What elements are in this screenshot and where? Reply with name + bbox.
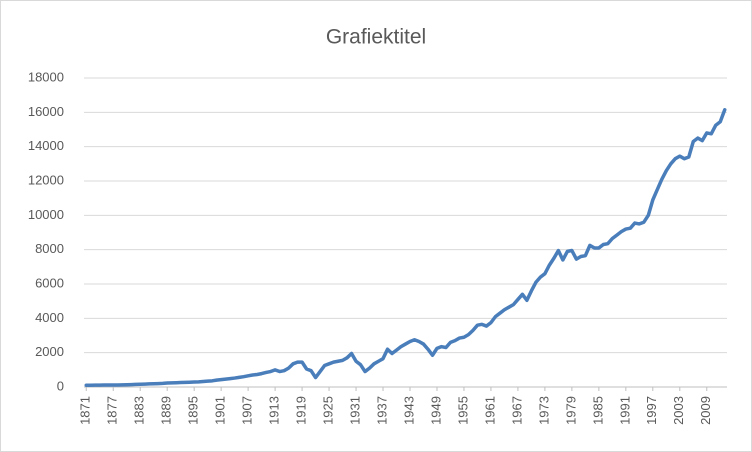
x-tick-label: 1883 bbox=[132, 396, 147, 425]
x-tick-label: 1937 bbox=[374, 396, 389, 425]
x-tick-label: 1991 bbox=[617, 396, 632, 425]
y-tick-label: 6000 bbox=[35, 275, 64, 290]
x-tick-label: 1967 bbox=[509, 396, 524, 425]
x-tick-label: 1919 bbox=[294, 396, 309, 425]
x-tick-label: 1997 bbox=[644, 396, 659, 425]
x-tick-label: 1979 bbox=[563, 396, 578, 425]
x-tick-label: 1985 bbox=[590, 396, 605, 425]
chart-title: Grafiektitel bbox=[326, 26, 426, 49]
x-tick-label: 2009 bbox=[698, 396, 713, 425]
y-tick-label: 0 bbox=[57, 378, 64, 393]
x-tick-label: 1913 bbox=[267, 396, 282, 425]
x-tick-label: 2003 bbox=[671, 396, 686, 425]
x-tick-label: 1877 bbox=[105, 396, 120, 425]
y-tick-label: 2000 bbox=[35, 344, 64, 359]
x-tick-label: 1955 bbox=[455, 396, 470, 425]
x-tick-label: 1925 bbox=[320, 396, 335, 425]
x-tick-label: 1907 bbox=[240, 396, 255, 425]
x-tick-label: 1973 bbox=[536, 396, 551, 425]
x-tick-label: 1871 bbox=[78, 396, 93, 425]
y-tick-label: 8000 bbox=[35, 241, 64, 256]
y-tick-label: 14000 bbox=[28, 138, 64, 153]
x-tick-label: 1943 bbox=[401, 396, 416, 425]
x-tick-label: 1961 bbox=[482, 396, 497, 425]
y-tick-label: 10000 bbox=[28, 207, 64, 222]
data-line bbox=[84, 108, 727, 388]
y-tick-label: 18000 bbox=[28, 69, 64, 84]
x-tick-label: 1901 bbox=[213, 396, 228, 425]
x-tick-label: 1949 bbox=[428, 396, 443, 425]
y-tick-label: 4000 bbox=[35, 310, 64, 325]
x-tick-label: 1889 bbox=[159, 396, 174, 425]
y-tick-label: 12000 bbox=[28, 172, 64, 187]
x-tick-label: 1931 bbox=[347, 396, 362, 425]
x-tick-label: 1895 bbox=[186, 396, 201, 425]
y-tick-label: 16000 bbox=[28, 104, 64, 119]
